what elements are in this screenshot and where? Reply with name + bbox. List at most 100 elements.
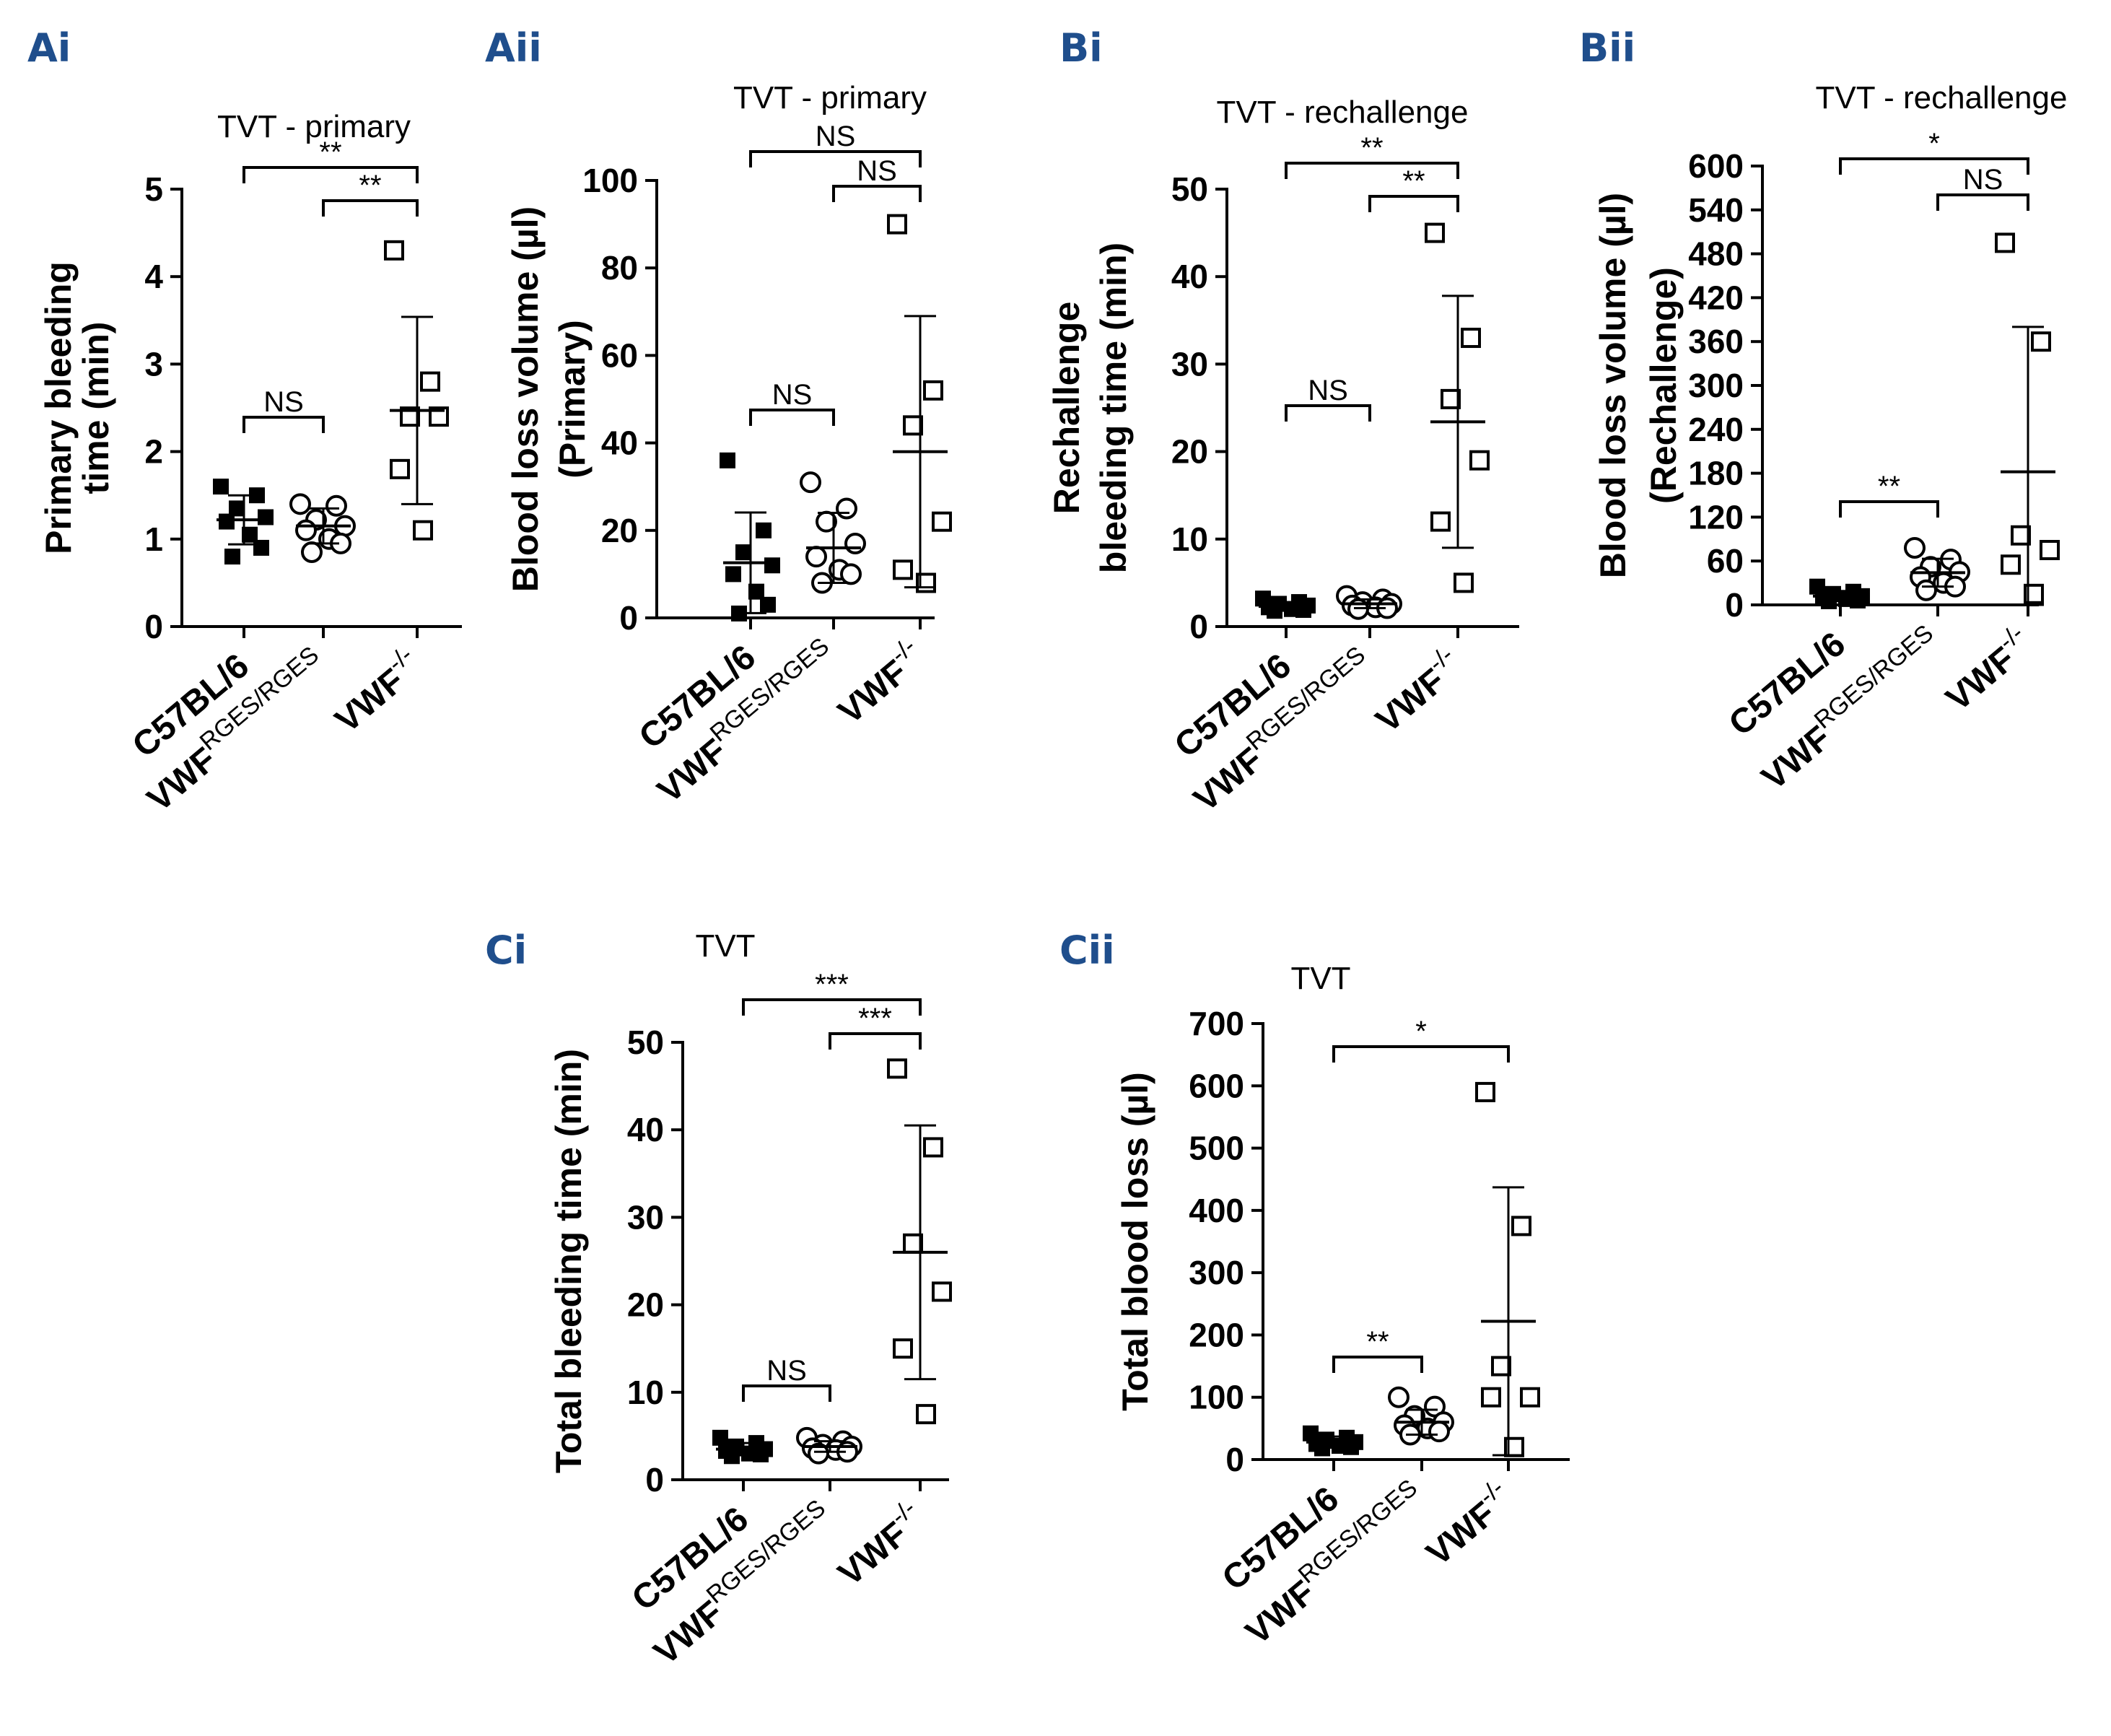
data-point: [1461, 328, 1481, 349]
data-point: [1441, 388, 1461, 409]
data-point: [932, 511, 952, 532]
panel-aii: Aii TVT - primary 0 20 40 60 80 100 Blood loss v…: [485, 25, 952, 811]
series-2: [384, 240, 449, 541]
data-point: [213, 479, 229, 495]
significance-label: NS: [772, 379, 813, 411]
y-tick-label: 600: [1189, 1067, 1244, 1104]
y-tick-label: 1: [144, 520, 163, 558]
data-point: [903, 415, 923, 436]
y-tick-label: 50: [627, 1024, 664, 1061]
bracket-line: [242, 416, 325, 433]
panel-label: Bii: [1579, 25, 1635, 71]
y-tick-label: 30: [627, 1198, 664, 1236]
series-0: [720, 452, 780, 621]
data-point: [2011, 525, 2031, 546]
y-tick-label: 20: [1171, 433, 1208, 471]
bracket-line: [829, 1032, 922, 1050]
series-1: [1904, 536, 1970, 601]
data-point: [384, 240, 404, 261]
significance-label: NS: [1963, 164, 2003, 196]
panel-label: Bi: [1059, 25, 1103, 71]
category-name: C57BL/6: [1215, 1480, 1346, 1598]
data-point: [720, 452, 735, 468]
y-tick-label: 400: [1189, 1192, 1244, 1229]
data-point: [887, 214, 907, 235]
significance-bracket: **: [1839, 471, 1939, 518]
series-2: [1475, 1081, 1540, 1457]
y-tick-label: 200: [1189, 1316, 1244, 1353]
data-point: [1904, 536, 1926, 559]
bracket-line: [1285, 404, 1371, 422]
data-point: [800, 471, 821, 494]
data-point: [295, 519, 317, 541]
significance-label: **: [1402, 165, 1425, 197]
y-tick-label: 0: [619, 599, 638, 637]
y-tick-label: 3: [144, 345, 163, 383]
significance-label: **: [1360, 132, 1383, 164]
significance-bracket: NS: [742, 1355, 831, 1402]
data-point: [1430, 511, 1451, 532]
data-point: [1425, 222, 1445, 243]
y-tick-label: 40: [601, 424, 638, 462]
x-category-label: VWF-/-: [1415, 1474, 1521, 1573]
significance-bracket: **: [242, 136, 419, 183]
bracket-line: [1368, 195, 1459, 212]
data-point: [1469, 450, 1490, 471]
x-category-label: VWF-/-: [826, 632, 932, 731]
series-0: [213, 479, 274, 565]
y-tick-label: 700: [1189, 1005, 1244, 1042]
y-axis-label: Total bleeding time (min): [548, 1049, 589, 1473]
panel-label: Ci: [485, 928, 527, 973]
significance-label: **: [1878, 471, 1900, 502]
data-point: [764, 557, 780, 574]
y-tick-label: 0: [1225, 1441, 1244, 1478]
series-1: [1388, 1386, 1454, 1446]
y-axis-label: time (min): [76, 322, 116, 494]
panel-bi: Bi TVT - rechallenge 0 10 20 30 40 50 Rechalleng…: [1046, 25, 1519, 819]
y-tick-label: 4: [144, 258, 163, 295]
chart-title: TVT - primary: [733, 80, 927, 115]
data-point: [748, 583, 764, 600]
y-tick-label: 0: [144, 608, 163, 645]
panel-bii: Bii TVT - rechallenge 0 60 120 180 240 300 360 42…: [1579, 25, 2067, 798]
y-axis-label: Blood loss volume (µl): [505, 206, 546, 592]
significance-label: NS: [263, 386, 304, 418]
data-point: [1475, 1081, 1495, 1102]
y-tick-label: 80: [601, 249, 638, 287]
data-point: [760, 596, 776, 613]
series-1: [800, 471, 866, 594]
significance-bracket: *: [1839, 128, 2029, 175]
data-point: [420, 371, 440, 392]
data-point: [756, 522, 772, 538]
y-tick-label: 100: [582, 162, 638, 199]
panel-label: Cii: [1059, 928, 1115, 973]
significance-label: NS: [816, 121, 856, 152]
panel-ci: Ci TVT 0 10 20 30 40 50 Total bleeding time (min…: [485, 928, 952, 1672]
data-point: [413, 520, 433, 541]
y-tick-label: 300: [1688, 367, 1744, 404]
data-point: [301, 541, 323, 563]
data-point: [253, 539, 269, 556]
data-point: [2040, 540, 2060, 560]
panel-label: Ai: [27, 25, 71, 71]
data-point: [258, 509, 274, 525]
data-point: [1511, 1216, 1531, 1236]
data-point: [932, 1281, 952, 1302]
x-category-label: VWF-/-: [323, 641, 429, 740]
bracket-line: [832, 185, 922, 202]
data-point: [1428, 1421, 1450, 1443]
significance-label: ***: [858, 1003, 892, 1034]
bracket-line: [1332, 1045, 1510, 1063]
y-tick-label: 2: [144, 433, 163, 471]
data-point: [735, 544, 751, 561]
data-point: [224, 549, 240, 565]
bracket-line: [1936, 193, 2029, 211]
data-point: [229, 500, 245, 517]
series-0: [712, 1429, 773, 1465]
significance-label: NS: [1308, 375, 1348, 406]
data-point: [242, 526, 258, 543]
significance-bracket: **: [1285, 132, 1459, 179]
data-point: [893, 559, 913, 580]
series-2: [887, 1058, 952, 1425]
